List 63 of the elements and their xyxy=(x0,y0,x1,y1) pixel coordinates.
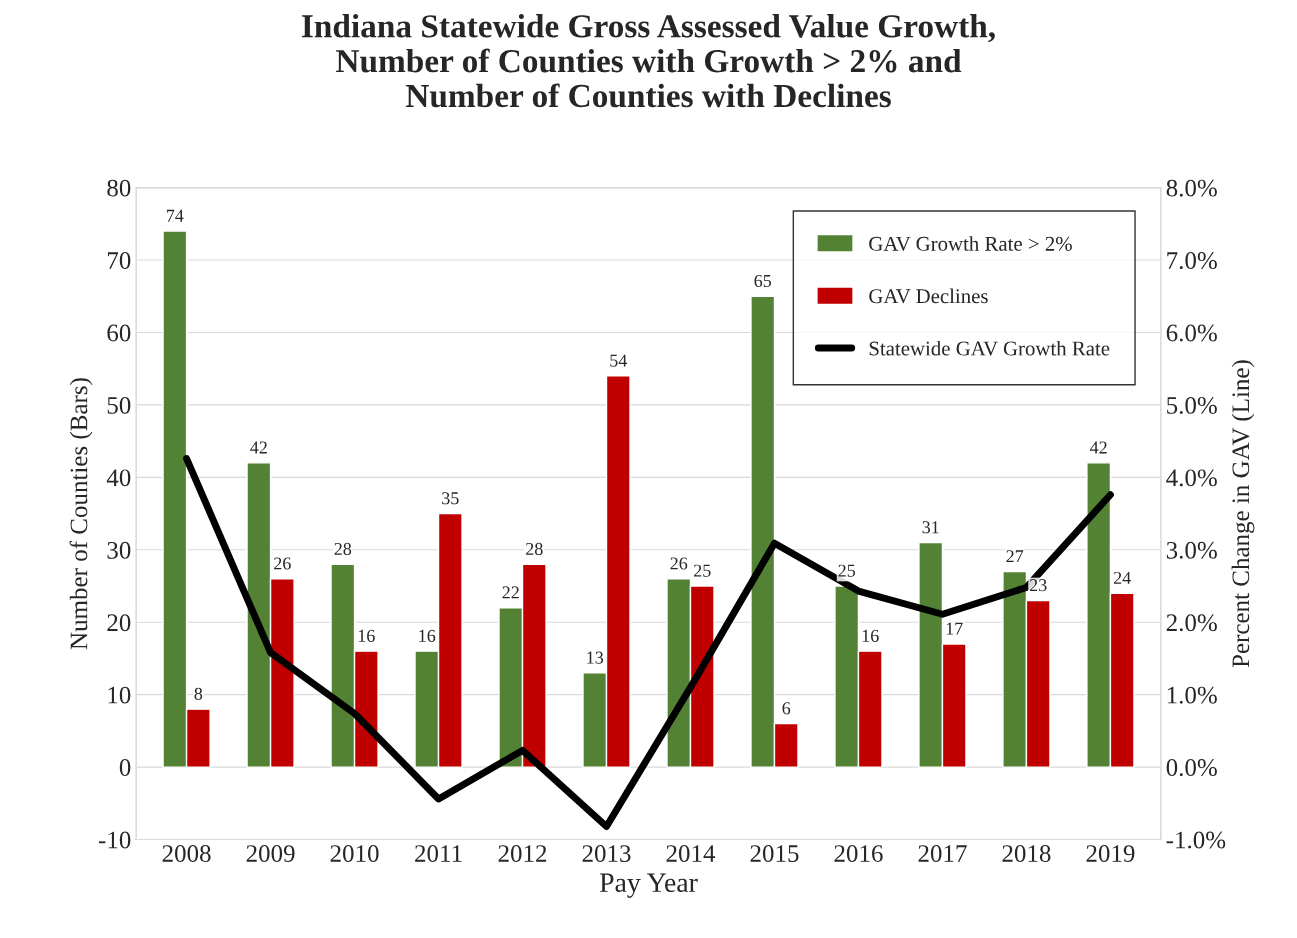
y2-tick-label: 6.0% xyxy=(1166,324,1217,342)
x-tick-label: 2016 xyxy=(834,845,883,862)
data-label: 65 xyxy=(754,274,772,288)
y-tick-label: 10 xyxy=(108,686,131,704)
x-tick-label: 2012 xyxy=(498,845,547,862)
data-label: 42 xyxy=(1089,441,1107,454)
data-label: 22 xyxy=(502,586,519,599)
data-label: 13 xyxy=(587,651,604,664)
y-tick-label: 0 xyxy=(119,759,131,776)
data-label: 24 xyxy=(1113,571,1131,584)
x-tick-label: 2017 xyxy=(918,845,967,862)
legend-label: GAV Declines xyxy=(869,288,988,304)
data-label: 16 xyxy=(862,629,879,642)
y-tick-label: 70 xyxy=(107,252,131,269)
y2-tick-label: 5.0% xyxy=(1167,396,1217,414)
x-tick-label: 2010 xyxy=(330,845,379,862)
chart-title: Indiana Statewide Gross Assessed Value Growth, Number of Counties with Growth > 2% and Number of Counties with Declines xyxy=(301,14,995,108)
data-label: 23 xyxy=(1029,579,1047,592)
y-tick-label: 20 xyxy=(107,614,131,632)
x-tick-label: 2015 xyxy=(750,845,799,862)
data-label: 16 xyxy=(419,629,436,642)
y2-tick-label: 0.0% xyxy=(1166,759,1217,777)
data-label: 42 xyxy=(250,441,267,454)
y-tick-label: 80 xyxy=(107,179,131,197)
data-label: 17 xyxy=(946,622,963,635)
data-label: 31 xyxy=(922,521,939,534)
y-tick-label: 30 xyxy=(107,541,131,559)
data-label: 8 xyxy=(194,687,203,700)
data-label: 54 xyxy=(610,354,628,367)
x-tick-label: 2008 xyxy=(162,845,211,862)
data-label: 16 xyxy=(358,629,375,642)
y-tick-label: 50 xyxy=(107,396,131,414)
data-label: 28 xyxy=(526,542,543,556)
y-tick-label: 40 xyxy=(106,469,131,487)
y-tick-label: 60 xyxy=(107,324,131,342)
y2-tick-label: 4.0% xyxy=(1166,469,1217,487)
y2-tick-label: 8.0% xyxy=(1166,179,1217,197)
x-tick-label: 2014 xyxy=(666,845,716,862)
x-axis-title: Pay Year xyxy=(599,873,698,898)
data-label: 28 xyxy=(334,542,352,556)
data-label: 26 xyxy=(670,557,688,570)
x-tick-label: 2011 xyxy=(415,845,462,862)
data-label: 35 xyxy=(442,492,459,505)
data-label: 25 xyxy=(694,564,711,577)
data-label: 6 xyxy=(782,702,791,715)
legend-label: Statewide GAV Growth Rate xyxy=(869,340,1110,356)
y-tick-label: -10 xyxy=(98,831,131,849)
y-axis-title: Number of Counties (Bars) xyxy=(69,378,93,650)
y2-tick-label: -1.0% xyxy=(1166,831,1226,849)
y2-tick-label: 2.0% xyxy=(1166,614,1217,632)
x-tick-label: 2009 xyxy=(246,845,295,862)
y2-tick-label: 1.0% xyxy=(1167,686,1217,704)
y2-tick-label: 3.0% xyxy=(1166,541,1217,559)
y2-axis-title: Percent Change in GAV (Line) xyxy=(1231,360,1255,668)
data-label: 25 xyxy=(838,564,856,577)
y2-tick-label: 7.0% xyxy=(1167,252,1217,270)
legend-label: GAV Growth Rate > 2% xyxy=(869,236,1072,251)
data-label: 27 xyxy=(1006,550,1024,563)
x-tick-label: 2018 xyxy=(1002,845,1051,862)
x-tick-label: 2019 xyxy=(1086,845,1135,862)
data-label: 74 xyxy=(166,209,184,222)
data-label: 26 xyxy=(274,557,291,570)
x-tick-label: 2013 xyxy=(582,845,631,862)
